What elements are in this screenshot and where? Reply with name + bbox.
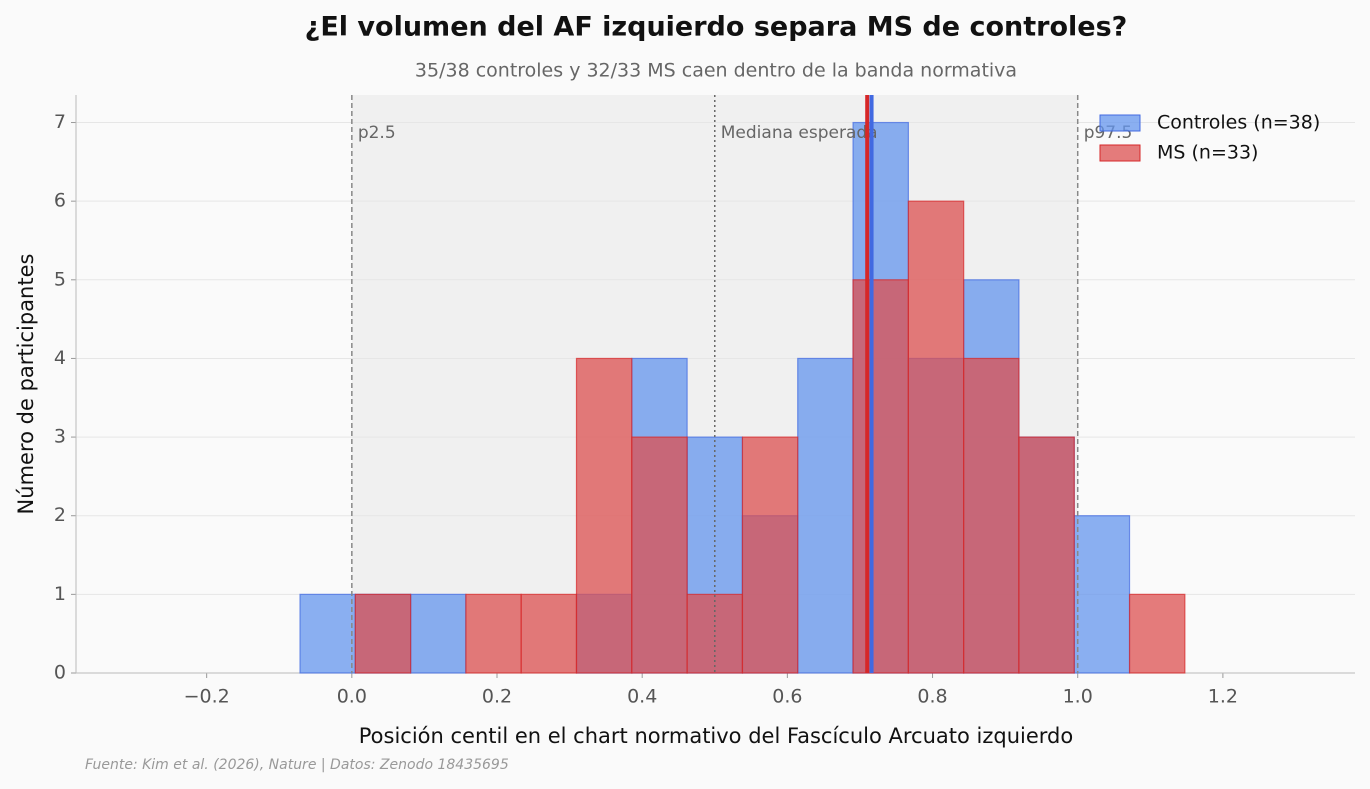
legend-label: MS (n=33): [1157, 142, 1258, 164]
source-note: Fuente: Kim et al. (2026), Nature | Dato…: [85, 757, 509, 773]
y-tick-label: 3: [54, 426, 66, 448]
x-tick-label: 1.2: [1208, 686, 1238, 708]
histogram-bar: [1018, 436, 1075, 674]
x-tick-label: 0.2: [482, 686, 512, 708]
x-tick-label: 0.0: [337, 686, 367, 708]
x-axis-label: Posición centil en el chart normativo de…: [359, 724, 1074, 748]
histogram-bar: [354, 593, 412, 674]
histogram-bar: [963, 357, 1020, 674]
legend-label: Controles (n=38): [1157, 112, 1320, 134]
histogram-bar: [1073, 515, 1131, 674]
y-tick-label: 5: [54, 268, 66, 290]
histogram-bar: [520, 593, 578, 674]
legend-swatch: [1099, 114, 1141, 132]
histogram-bar: [465, 593, 522, 674]
legend-swatch: [1099, 144, 1141, 162]
y-tick-label: 6: [54, 190, 66, 212]
chart-title: ¿El volumen del AF izquierdo separa MS d…: [305, 12, 1128, 43]
x-tick-label: 0.8: [917, 686, 947, 708]
histogram-bar: [299, 593, 356, 674]
y-tick-label: 0: [54, 662, 66, 684]
y-tick-label: 2: [54, 504, 66, 526]
reference-label: Mediana esperada: [721, 123, 878, 143]
y-axis-label: Número de participantes: [14, 254, 38, 515]
y-tick-label: 1: [54, 583, 66, 605]
histogram-bar: [410, 593, 467, 674]
x-tick-label: 1.0: [1063, 686, 1093, 708]
y-tick-label: 4: [54, 347, 66, 369]
histogram-bar: [575, 357, 633, 674]
histogram-bar: [852, 279, 909, 674]
chart-subtitle: 35/38 controles y 32/33 MS caen dentro d…: [415, 60, 1017, 82]
histogram-bar: [797, 357, 854, 674]
x-tick-label: −0.2: [184, 686, 230, 708]
histogram-bar: [907, 200, 965, 674]
x-tick-label: 0.4: [627, 686, 657, 708]
histogram-bar: [631, 436, 688, 674]
histogram-bar: [741, 436, 799, 674]
x-tick-label: 0.6: [772, 686, 802, 708]
histogram-bar: [1128, 593, 1186, 674]
reference-label: p2.5: [358, 123, 396, 143]
histogram-bar: [686, 593, 744, 674]
y-tick-label: 7: [54, 111, 66, 133]
